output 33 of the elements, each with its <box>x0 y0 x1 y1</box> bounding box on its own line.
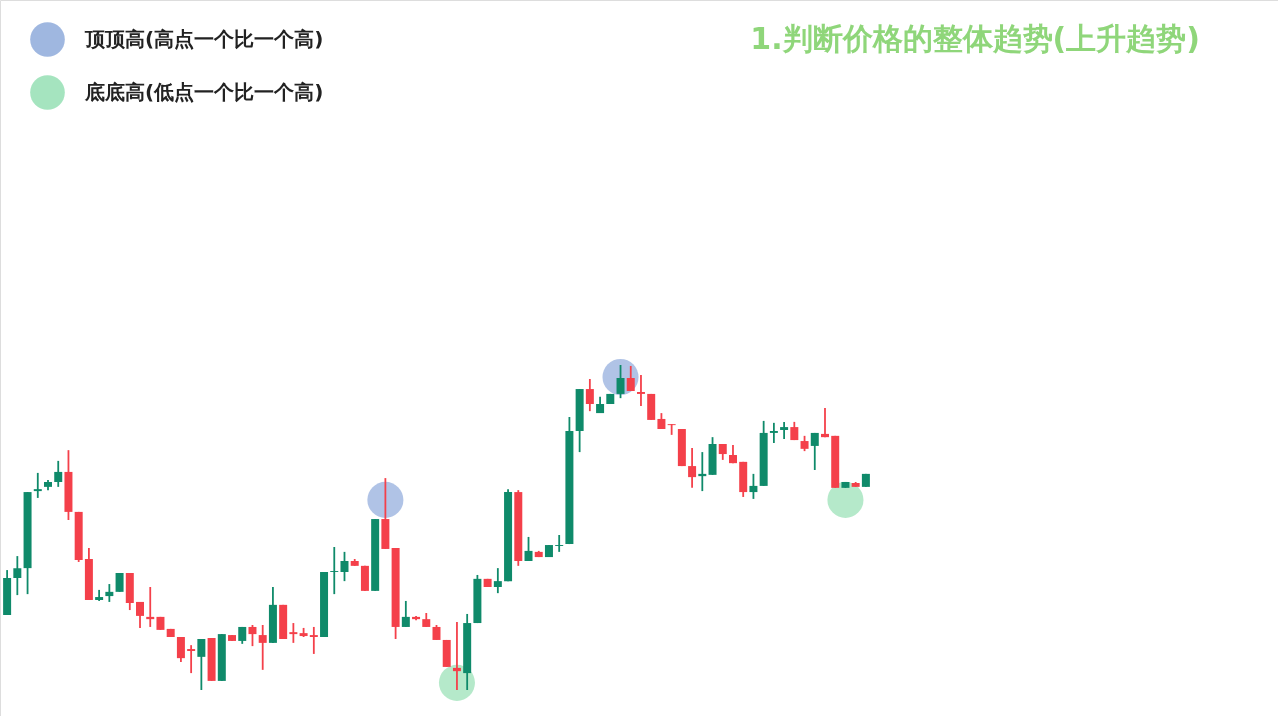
candlestick <box>115 572 124 593</box>
candlestick <box>749 472 758 500</box>
candlestick <box>616 364 625 400</box>
candlestick <box>330 546 339 596</box>
text: 1.判断价格的整体趋势(上升趋势) <box>750 21 1200 56</box>
candlestick <box>136 601 145 629</box>
candlestick <box>309 626 318 655</box>
candlestick <box>401 600 410 628</box>
candlestick <box>493 567 502 595</box>
candlestick <box>197 638 206 691</box>
candlestick <box>452 621 461 691</box>
candlestick <box>688 446 697 489</box>
candlestick <box>248 624 257 648</box>
legend-label: 顶顶高(高点一个比一个高) <box>84 26 324 51</box>
candlestick <box>524 536 533 562</box>
candlestick <box>289 622 298 644</box>
candlestick <box>626 365 635 392</box>
candlestick <box>780 420 789 440</box>
legend-label: 底底高(低点一个比一个高) <box>84 79 324 104</box>
candlestick <box>258 624 267 671</box>
candlestick <box>176 636 185 663</box>
candlestick <box>636 374 645 407</box>
candlestick <box>667 423 676 436</box>
candlestick <box>555 534 564 553</box>
candlestick <box>187 644 196 674</box>
candlestick <box>13 555 22 596</box>
candlestick <box>340 550 349 583</box>
candlestick <box>820 407 829 439</box>
candlestick <box>585 378 594 413</box>
candlestick <box>54 459 63 488</box>
candlestick <box>810 432 819 471</box>
candlestick <box>769 421 778 444</box>
candlestick <box>33 472 42 499</box>
